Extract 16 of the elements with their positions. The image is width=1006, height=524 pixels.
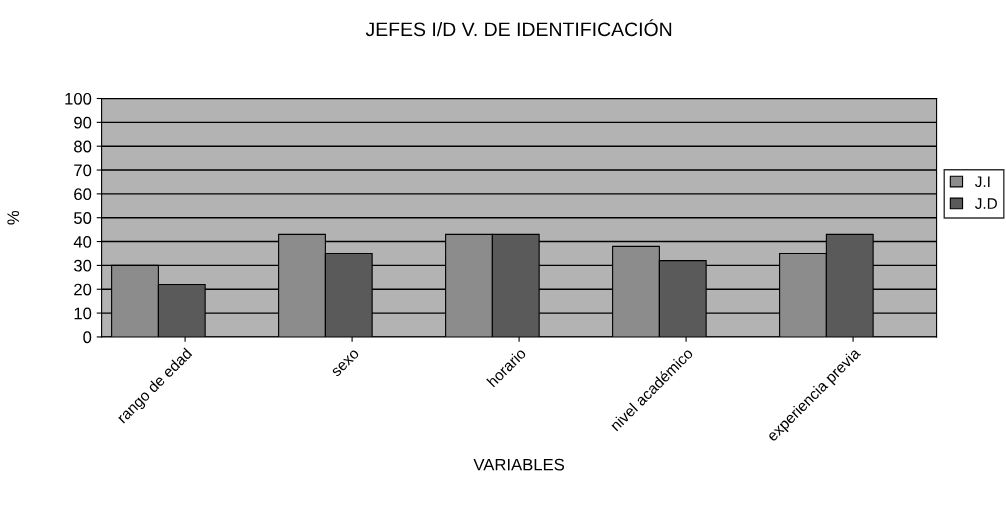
legend-label: J.D [975, 198, 997, 209]
y-tick-label: 10 [74, 307, 92, 320]
legend-label: J.I [975, 176, 990, 188]
y-tick-label: 20 [74, 283, 92, 296]
y-tick-label: 30 [73, 259, 92, 272]
y-axis-title: % [7, 210, 20, 225]
y-tick-label: 80 [74, 140, 92, 153]
y-tick-label: 50 [74, 212, 92, 224]
x-axis-title: VARIABLES [473, 458, 565, 471]
y-tick-label: 0 [83, 331, 92, 344]
y-tick-label: 70 [74, 164, 92, 177]
y-tick-label: 90 [74, 116, 92, 129]
chart-title: JEFES I/D V. DE IDENTIFICACIÓN [365, 19, 672, 37]
y-tick-label: 40 [73, 235, 92, 248]
y-tick-label: 60 [74, 188, 92, 201]
y-tick-label: 100 [65, 92, 92, 105]
